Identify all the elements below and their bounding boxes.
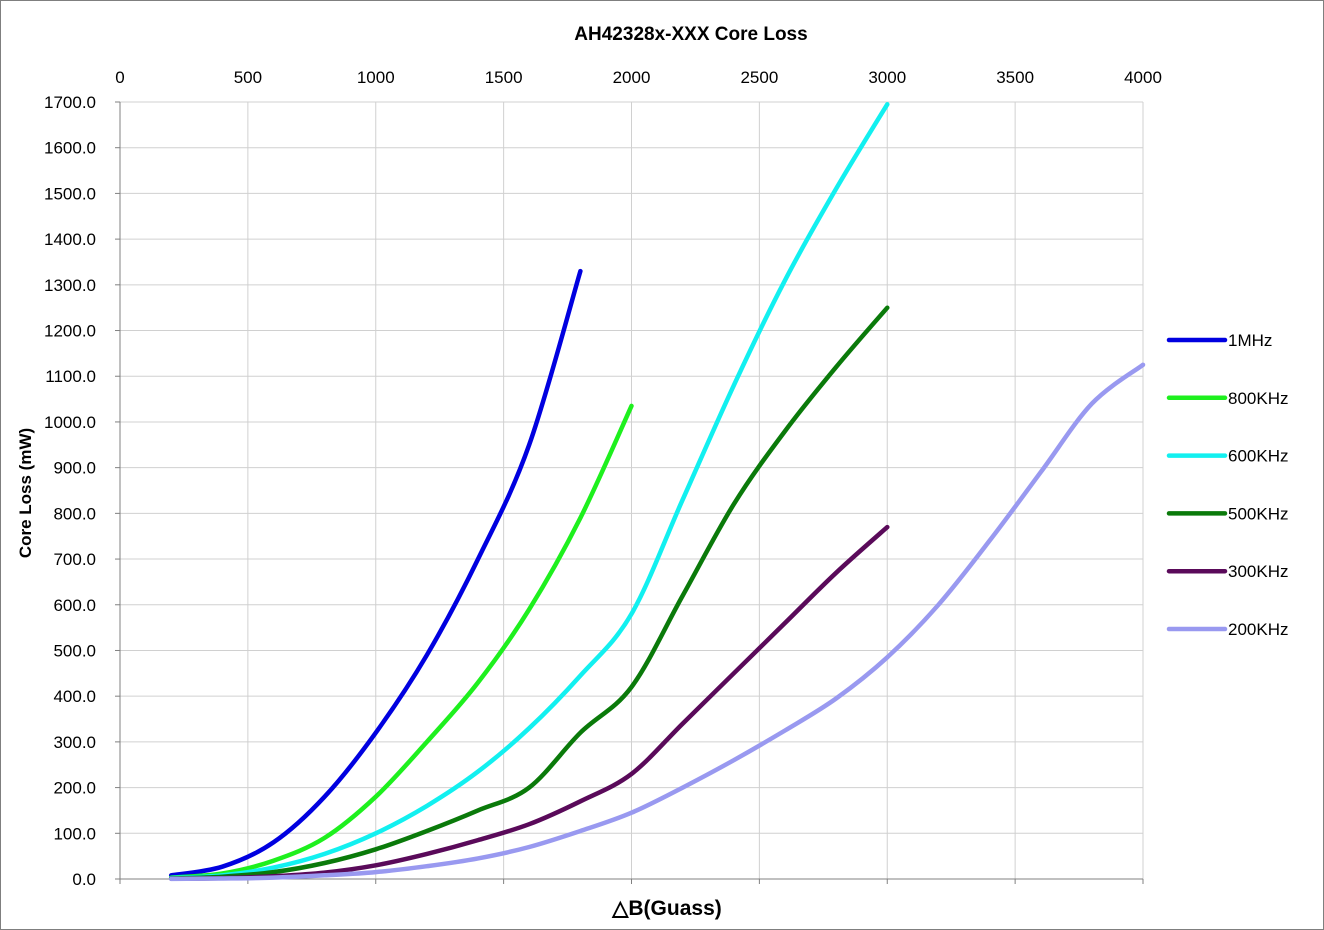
y-tick-label: 1500.0 — [44, 184, 96, 203]
y-axis-label: Core Loss (mW) — [16, 428, 35, 558]
x-tick-label: 3000 — [868, 68, 906, 87]
y-tick-label: 0.0 — [72, 870, 96, 889]
legend-label-1mhz: 1MHz — [1228, 331, 1272, 350]
y-tick-label: 400.0 — [53, 687, 96, 706]
series-layer — [168, 102, 1146, 882]
x-tick-label: 2000 — [613, 68, 651, 87]
y-tick-label: 1700.0 — [44, 93, 96, 112]
axis-layer: 0.0 100.0 200.0 300.0 400.0 500.0 600.0 700.0 80… — [44, 68, 1162, 889]
y-tick-label: 100.0 — [53, 824, 96, 843]
x-tick-label: 1500 — [485, 68, 523, 87]
x-tick-label: 1000 — [357, 68, 395, 87]
legend-label-600khz: 600KHz — [1228, 447, 1288, 466]
y-tick-label: 800.0 — [53, 504, 96, 523]
x-tick-label: 0 — [115, 68, 124, 87]
y-tick-label: 1600.0 — [44, 139, 96, 158]
y-tick-label: 200.0 — [53, 779, 96, 798]
y-tick-label: 1400.0 — [44, 230, 96, 249]
x-tick-label: 500 — [234, 68, 262, 87]
y-tick-label: 300.0 — [53, 733, 96, 752]
y-tick-label: 1300.0 — [44, 276, 96, 295]
legend-label-500khz: 500KHz — [1228, 504, 1288, 523]
legend-label-200khz: 200KHz — [1228, 620, 1288, 639]
x-tick-label: 4000 — [1124, 68, 1162, 87]
legend-label-800khz: 800KHz — [1228, 389, 1288, 408]
series-line-300khz — [168, 524, 890, 882]
y-tick-label: 1100.0 — [45, 367, 96, 386]
y-tick-label: 900.0 — [53, 459, 96, 478]
grid-layer — [119, 101, 1144, 880]
x-axis-label: △B(Guass) — [611, 897, 722, 920]
x-tick-label: 3500 — [996, 68, 1034, 87]
series-line-1mhz — [168, 268, 583, 878]
chart-title: AH42328x-XXX Core Loss — [574, 24, 807, 45]
y-tick-label: 1200.0 — [44, 322, 96, 341]
legend: 1MHz 800KHz 600KHz 500KHz 300KHz 200KHz — [1166, 331, 1288, 639]
series-line-600khz — [168, 102, 890, 881]
y-tick-label: 700.0 — [53, 550, 96, 569]
y-tick-label: 1000.0 — [44, 413, 96, 432]
series-line-200khz — [168, 362, 1146, 882]
x-tick-label: 2500 — [740, 68, 778, 87]
y-tick-label: 500.0 — [53, 641, 96, 660]
series-line-800khz — [168, 403, 634, 880]
y-tick-label: 600.0 — [53, 596, 96, 615]
series-line-500khz — [168, 305, 890, 881]
legend-label-300khz: 300KHz — [1228, 562, 1288, 581]
